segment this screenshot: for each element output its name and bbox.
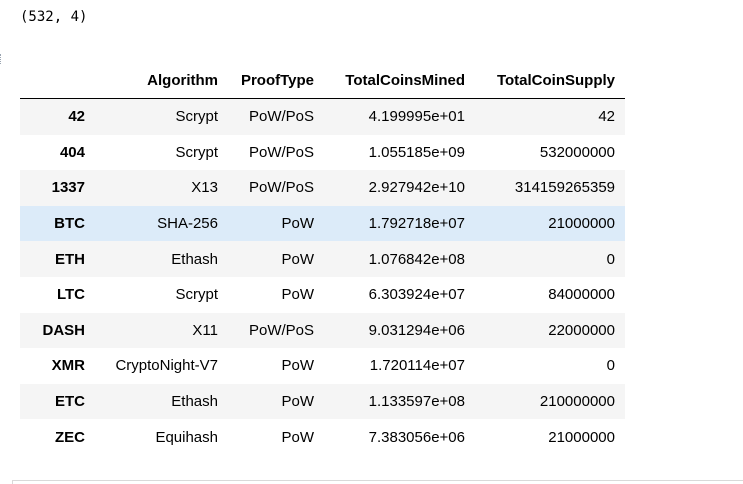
cell-prooftype: PoW — [281, 250, 314, 268]
cell-algorithm: Scrypt — [175, 286, 218, 304]
cell-prooftype: PoW — [281, 428, 314, 446]
row-index: XMR — [51, 357, 85, 375]
row-index: 42 — [68, 108, 85, 126]
cell-prooftype: PoW — [281, 286, 314, 304]
cell-totalcoinsupply: 21000000 — [548, 428, 615, 446]
cell-prooftype: PoW — [281, 357, 314, 375]
cell-algorithm: Scrypt — [175, 108, 218, 126]
cell-algorithm: SHA-256 — [157, 215, 218, 233]
table-row: LTC Scrypt PoW 6.303924e+07 84000000 — [20, 276, 625, 313]
row-index: ETC — [55, 393, 85, 411]
cell-algorithm: Equihash — [155, 428, 218, 446]
cell-totalcoinsmined: 6.303924e+07 — [368, 286, 465, 304]
cell-totalcoinsupply: 42 — [598, 108, 615, 126]
cell-totalcoinsmined: 1.792718e+07 — [368, 215, 465, 233]
cell-totalcoinsmined: 1.720114e+07 — [369, 357, 465, 375]
cell-totalcoinsmined: 7.383056e+06 — [368, 428, 465, 446]
cell-prooftype: PoW/PoS — [248, 143, 314, 161]
column-header-totalcoinsmined: TotalCoinsMined — [324, 63, 475, 99]
cell-algorithm: Scrypt — [175, 143, 218, 161]
row-index: ETH — [55, 250, 85, 268]
cell-algorithm: CryptoNight-V7 — [115, 357, 218, 375]
cell-totalcoinsmined: 9.031294e+06 — [368, 321, 465, 339]
cell-totalcoinsupply: 532000000 — [539, 143, 615, 161]
cell-prooftype: PoW/PoS — [248, 179, 314, 197]
cell-totalcoinsupply: 314159265359 — [514, 179, 615, 197]
table-row: 1337 X13 PoW/PoS 2.927942e+10 3141592653… — [20, 170, 625, 206]
cell-totalcoinsmined: 2.927942e+10 — [368, 179, 465, 197]
cell-prooftype: PoW — [281, 215, 314, 233]
cell-totalcoinsmined: 1.076842e+08 — [368, 250, 465, 268]
cell-totalcoinsmined: 1.133597e+08 — [368, 393, 465, 411]
cell-algorithm: Ethash — [171, 393, 218, 411]
cell-totalcoinsupply: 210000000 — [539, 393, 615, 411]
cell-prooftype: PoW/PoS — [248, 321, 314, 339]
header-row: Algorithm ProofType TotalCoinsMined Tota… — [20, 63, 625, 99]
cell-totalcoinsmined: 1.055185e+09 — [368, 143, 465, 161]
next-notebook-cell[interactable] — [12, 480, 743, 484]
table-row: 42 Scrypt PoW/PoS 4.199995e+01 42 — [20, 98, 625, 135]
column-header-prooftype: ProofType — [228, 63, 324, 99]
dataframe-table: Algorithm ProofType TotalCoinsMined Tota… — [20, 63, 625, 455]
cell-totalcoinsupply: 0 — [606, 250, 615, 268]
row-index: ZEC — [55, 428, 85, 446]
cell-totalcoinsupply: 21000000 — [548, 215, 615, 233]
table-row: 404 Scrypt PoW/PoS 1.055185e+09 53200000… — [20, 134, 625, 171]
dataframe-header: Algorithm ProofType TotalCoinsMined Tota… — [20, 63, 625, 99]
table-row: ETH Ethash PoW 1.076842e+08 0 — [20, 241, 625, 277]
cell-prooftype: PoW/PoS — [248, 108, 314, 126]
output-collapse-marker[interactable] — [0, 54, 3, 64]
row-index: DASH — [42, 321, 85, 339]
cell-totalcoinsupply: 0 — [606, 357, 615, 375]
table-row-highlighted: BTC SHA-256 PoW 1.792718e+07 21000000 — [20, 205, 625, 242]
cell-totalcoinsmined: 4.199995e+01 — [368, 108, 465, 126]
row-index: 1337 — [51, 179, 85, 197]
column-header-algorithm: Algorithm — [95, 63, 228, 99]
cell-algorithm: X11 — [192, 321, 218, 339]
cell-totalcoinsupply: 22000000 — [548, 321, 615, 339]
table-row: XMR CryptoNight-V7 PoW 1.720114e+07 0 — [20, 348, 625, 384]
cell-algorithm: Ethash — [171, 250, 218, 268]
cell-algorithm: X13 — [191, 179, 218, 197]
row-index: LTC — [56, 286, 85, 304]
cell-totalcoinsupply: 84000000 — [548, 286, 615, 304]
dataframe-body: 42 Scrypt PoW/PoS 4.199995e+01 42 404 Sc… — [20, 98, 625, 455]
row-index: 404 — [59, 143, 85, 161]
table-row: ETC Ethash PoW 1.133597e+08 210000000 — [20, 383, 625, 420]
column-header-totalcoinsupply: TotalCoinSupply — [475, 63, 625, 99]
row-index: BTC — [54, 215, 85, 233]
index-column-header — [20, 63, 95, 99]
table-row: DASH X11 PoW/PoS 9.031294e+06 22000000 — [20, 312, 625, 349]
table-row: ZEC Equihash PoW 7.383056e+06 21000000 — [20, 419, 625, 455]
cell-prooftype: PoW — [281, 393, 314, 411]
shape-output-text: (532, 4) — [20, 9, 88, 25]
